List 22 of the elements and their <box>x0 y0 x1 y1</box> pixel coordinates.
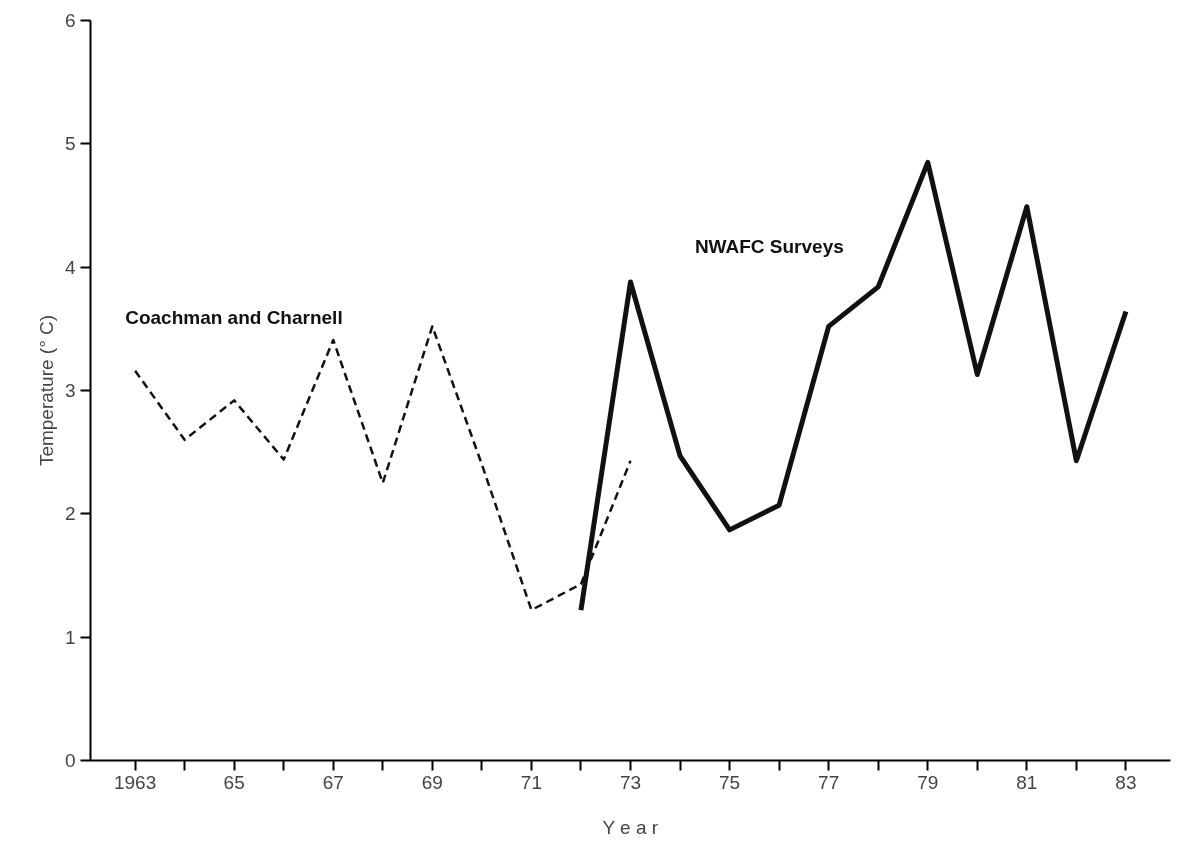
x-tick-label: 73 <box>619 771 642 793</box>
y-tick-label: 4 <box>64 256 76 278</box>
x-tick-label: 77 <box>818 771 840 793</box>
x-tick-label: 65 <box>223 771 245 793</box>
x-tick-label: 71 <box>520 771 542 793</box>
x-tick-label: 79 <box>917 771 939 793</box>
x-tick-label: 67 <box>322 771 344 793</box>
y-tick-label: 3 <box>64 380 76 401</box>
y-tick-label: 5 <box>64 133 76 155</box>
x-tick-label: 69 <box>421 771 443 793</box>
text: NWAFC Surveys <box>694 236 844 258</box>
x-tick-label: 1963 <box>113 771 157 793</box>
x-tick-label: 83 <box>1115 771 1137 793</box>
y-axis-title: Temperature (° C) <box>35 314 57 467</box>
y-tick-label: 6 <box>64 10 76 31</box>
y-tick-label: 1 <box>64 626 76 648</box>
series-label: Coachman and Charnell <box>125 306 343 328</box>
x-tick-label: 81 <box>1016 771 1038 793</box>
y-tick-label: 0 <box>64 750 76 771</box>
x-tick-label: 75 <box>719 771 741 793</box>
y-tick-label: 2 <box>64 503 76 525</box>
x-axis-title: Y e a r <box>602 816 659 838</box>
